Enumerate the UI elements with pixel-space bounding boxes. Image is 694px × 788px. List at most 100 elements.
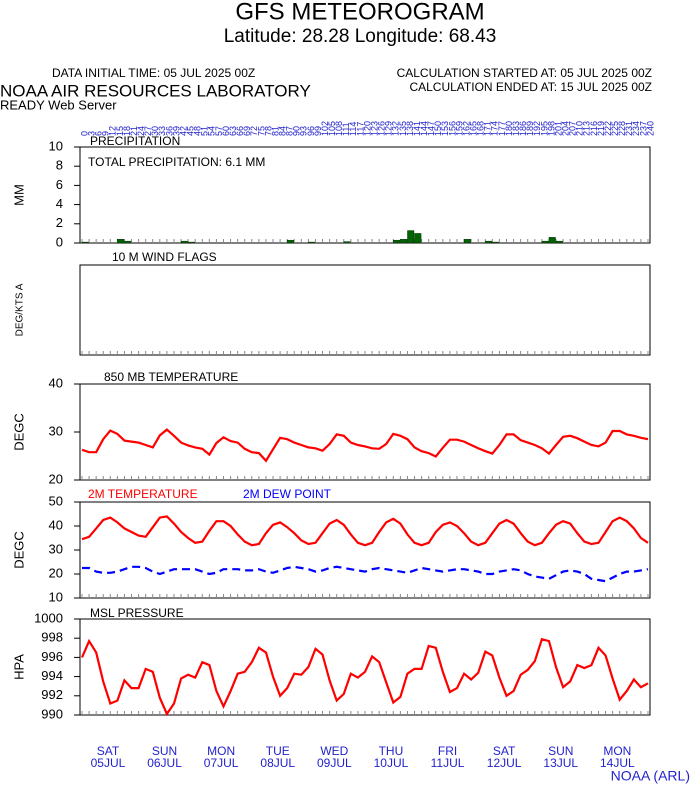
day-label: SUN bbox=[548, 744, 573, 758]
precip-bar bbox=[407, 230, 415, 244]
hour-label: 213 bbox=[582, 121, 592, 136]
date-label: 07JUL bbox=[204, 756, 239, 770]
hour-label: 108 bbox=[334, 121, 344, 136]
hour-label: 84 bbox=[277, 126, 287, 136]
hour-label: 90 bbox=[292, 126, 302, 136]
precip-bar bbox=[400, 239, 408, 244]
panel-title: 850 MB TEMPERATURE bbox=[104, 370, 238, 384]
hour-label: 150 bbox=[433, 121, 443, 136]
panel-frame bbox=[79, 618, 651, 716]
hour-label: 87 bbox=[285, 126, 295, 136]
hour-label: 222 bbox=[603, 121, 613, 136]
server-name: READY Web Server bbox=[0, 97, 117, 112]
day-label: TUE bbox=[266, 744, 290, 758]
hour-label: 6 bbox=[94, 131, 104, 136]
hour-label: 126 bbox=[377, 121, 387, 136]
hour-label: 102 bbox=[320, 121, 330, 136]
day-label: FRI bbox=[438, 744, 457, 758]
hour-label: 219 bbox=[596, 121, 606, 136]
hour-label: 156 bbox=[447, 121, 457, 136]
calc-ended: CALCULATION ENDED AT: 15 JUL 2025 00Z bbox=[409, 80, 652, 94]
hour-label: 165 bbox=[469, 121, 479, 136]
precip-bar bbox=[541, 240, 549, 244]
hour-label: 177 bbox=[497, 121, 507, 136]
precip-bar bbox=[463, 239, 471, 244]
hour-label: 9 bbox=[101, 131, 111, 136]
hour-label: 30 bbox=[150, 126, 160, 136]
day-label: MON bbox=[603, 744, 631, 758]
hour-label: 69 bbox=[242, 126, 252, 136]
precip-bar bbox=[187, 241, 195, 244]
hour-label: 114 bbox=[348, 122, 358, 136]
hour-label: 93 bbox=[299, 126, 309, 136]
hour-label: 204 bbox=[560, 121, 570, 136]
y-tick-label: 994 bbox=[41, 668, 63, 683]
data-line bbox=[81, 515, 649, 547]
precip-bar bbox=[414, 233, 422, 244]
hour-label: 36 bbox=[164, 126, 174, 136]
precip-bar bbox=[548, 237, 556, 244]
hour-label: 63 bbox=[228, 126, 238, 136]
y-tick-label: 30 bbox=[49, 541, 63, 556]
hour-label: 81 bbox=[270, 126, 280, 136]
hour-label: 0 bbox=[79, 131, 89, 136]
y-tick-label: 30 bbox=[49, 423, 63, 438]
hour-label: 168 bbox=[476, 121, 486, 136]
hour-label: 78 bbox=[263, 126, 273, 136]
hour-label: 129 bbox=[384, 121, 394, 136]
y-axis-label: MM bbox=[11, 184, 26, 206]
day-label: WED bbox=[320, 744, 348, 758]
hour-label: 180 bbox=[504, 121, 514, 136]
hour-label: 186 bbox=[518, 121, 528, 136]
y-axis-label: DEGC bbox=[11, 531, 26, 569]
y-tick-label: 40 bbox=[49, 517, 63, 532]
hour-label: 60 bbox=[221, 126, 231, 136]
hour-label: 144 bbox=[419, 121, 429, 136]
legend-entry: 2M DEW POINT bbox=[243, 487, 332, 501]
panel-title: MSL PRESSURE bbox=[90, 606, 184, 620]
title: GFS METEOROGRAM bbox=[235, 0, 484, 25]
precip-bar bbox=[81, 241, 89, 244]
calc-started: CALCULATION STARTED AT: 05 JUL 2025 00Z bbox=[397, 66, 652, 80]
y-tick-label: 20 bbox=[49, 471, 63, 486]
y-tick-label: 6 bbox=[56, 177, 63, 192]
day-label: MON bbox=[207, 744, 235, 758]
y-tick-label: 10 bbox=[49, 589, 63, 604]
hour-label: 57 bbox=[214, 126, 224, 136]
precip-bar bbox=[485, 240, 492, 244]
precip-bar bbox=[555, 240, 563, 244]
y-tick-label: 0 bbox=[56, 234, 63, 249]
hour-label: 135 bbox=[398, 121, 408, 136]
date-label: 08JUL bbox=[260, 756, 295, 770]
hour-label: 225 bbox=[610, 121, 620, 136]
y-tick-label: 50 bbox=[49, 493, 63, 508]
hour-label: 3 bbox=[86, 131, 96, 136]
y-axis-label: HPA bbox=[11, 654, 26, 680]
hour-label: 171 bbox=[483, 121, 493, 136]
hour-label: 51 bbox=[200, 126, 210, 136]
hour-label: 45 bbox=[186, 126, 196, 136]
hour-label: 201 bbox=[553, 121, 563, 136]
hour-label: 96 bbox=[306, 126, 316, 136]
hour-label: 162 bbox=[461, 121, 471, 136]
hour-label: 138 bbox=[405, 121, 415, 136]
panel-title: PRECIPITATION bbox=[90, 134, 180, 148]
date-label: 14JUL bbox=[600, 756, 635, 770]
date-label: 12JUL bbox=[487, 756, 522, 770]
data-line bbox=[80, 637, 649, 717]
date-label: 06JUL bbox=[147, 756, 182, 770]
hour-label: 216 bbox=[589, 121, 599, 136]
init-time: DATA INITIAL TIME: 05 JUL 2025 00Z bbox=[52, 66, 255, 80]
hour-label: 18 bbox=[122, 126, 132, 136]
y-tick-label: 992 bbox=[41, 687, 63, 702]
hour-label: 72 bbox=[249, 126, 259, 136]
hour-label: 66 bbox=[235, 126, 245, 136]
hour-label: 75 bbox=[256, 126, 266, 136]
hour-label: 210 bbox=[575, 121, 585, 136]
hour-label: 54 bbox=[207, 126, 217, 136]
hour-label: 27 bbox=[143, 126, 153, 136]
lab-name: NOAA AIR RESOURCES LABORATORY bbox=[0, 81, 311, 100]
panel-frame bbox=[79, 264, 651, 356]
day-label: SAT bbox=[493, 744, 516, 758]
